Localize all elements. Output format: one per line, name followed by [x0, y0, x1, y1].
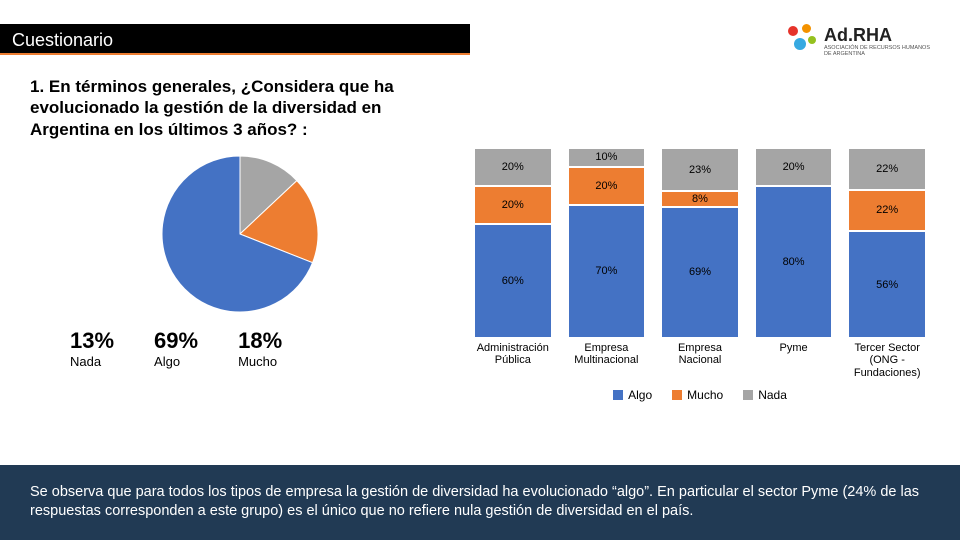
stat-label: Algo — [154, 354, 198, 369]
legend-swatch — [613, 390, 623, 400]
legend-label: Algo — [628, 388, 652, 402]
right-panel: 60%20%20%70%20%10%69%8%23%80%20%56%22%22… — [470, 148, 930, 402]
section-title: Cuestionario — [0, 24, 470, 55]
stat-algo: 69% Algo — [154, 328, 198, 369]
stacked-categories: Administración Pública Empresa Multinacio… — [470, 338, 930, 380]
segment-nada: 23% — [661, 148, 739, 192]
segment-nada: 20% — [474, 148, 552, 186]
bar-column: 69%8%23% — [661, 148, 739, 338]
stat-value: 13% — [70, 328, 114, 354]
stat-value: 18% — [238, 328, 282, 354]
footer-note: Se observa que para todos los tipos de e… — [0, 465, 960, 540]
brand-logo: Ad.RHA ASOCIACIÓN DE RECURSOS HUMANOS DE… — [784, 24, 930, 58]
segment-algo: 60% — [474, 224, 552, 338]
legend-item-nada: Nada — [743, 388, 787, 402]
legend-item-mucho: Mucho — [672, 388, 723, 402]
logo-icon — [784, 24, 818, 58]
segment-algo: 69% — [661, 207, 739, 338]
stacked-bar-chart: 60%20%20%70%20%10%69%8%23%80%20%56%22%22… — [470, 148, 930, 338]
stat-label: Mucho — [238, 354, 282, 369]
pie-chart — [30, 148, 450, 324]
legend-swatch — [672, 390, 682, 400]
segment-mucho: 20% — [474, 186, 552, 224]
left-panel: 13% Nada 69% Algo 18% Mucho — [30, 148, 450, 402]
segment-algo: 80% — [755, 186, 833, 338]
question-text: 1. En términos generales, ¿Considera que… — [0, 58, 450, 140]
category-label: Tercer Sector (ONG - Fundaciones) — [848, 342, 926, 380]
header: Cuestionario Ad.RHA ASOCIACIÓN DE RECURS… — [0, 0, 960, 58]
bar-column: 56%22%22% — [848, 148, 926, 338]
slide: Cuestionario Ad.RHA ASOCIACIÓN DE RECURS… — [0, 0, 960, 540]
logo-text-block: Ad.RHA ASOCIACIÓN DE RECURSOS HUMANOS DE… — [824, 25, 930, 57]
segment-algo: 70% — [568, 205, 646, 338]
legend-swatch — [743, 390, 753, 400]
pie-stats: 13% Nada 69% Algo 18% Mucho — [30, 324, 450, 369]
legend-label: Nada — [758, 388, 787, 402]
category-label: Empresa Multinacional — [568, 342, 646, 380]
legend-label: Mucho — [687, 388, 723, 402]
segment-algo: 56% — [848, 231, 926, 337]
segment-nada: 20% — [755, 148, 833, 186]
bar-column: 80%20% — [755, 148, 833, 338]
bar-column: 70%20%10% — [568, 148, 646, 338]
legend-item-algo: Algo — [613, 388, 652, 402]
stat-nada: 13% Nada — [70, 328, 114, 369]
segment-nada: 22% — [848, 148, 926, 190]
segment-mucho: 8% — [661, 191, 739, 206]
segment-mucho: 22% — [848, 190, 926, 232]
segment-mucho: 20% — [568, 167, 646, 205]
stat-label: Nada — [70, 354, 114, 369]
segment-nada: 10% — [568, 148, 646, 167]
category-label: Administración Pública — [474, 342, 552, 380]
bar-column: 60%20%20% — [474, 148, 552, 338]
stacked-legend: Algo Mucho Nada — [470, 380, 930, 402]
logo-text: Ad.RHA — [824, 25, 930, 46]
stat-value: 69% — [154, 328, 198, 354]
logo-subtitle-2: DE ARGENTINA — [824, 52, 930, 58]
stat-mucho: 18% Mucho — [238, 328, 282, 369]
category-label: Pyme — [755, 342, 833, 380]
category-label: Empresa Nacional — [661, 342, 739, 380]
content-row: 13% Nada 69% Algo 18% Mucho 60%20%20%70%… — [0, 140, 960, 402]
